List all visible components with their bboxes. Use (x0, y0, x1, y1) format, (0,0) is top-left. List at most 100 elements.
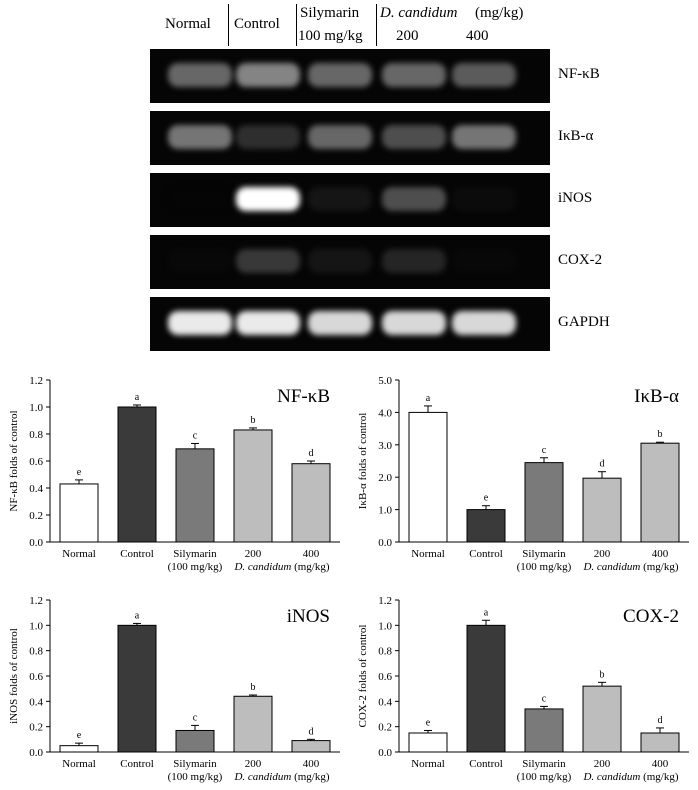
y-tick-label: 0.8 (29, 646, 43, 658)
y-tick-label: 0.0 (378, 537, 392, 549)
chart-title: IκB-α (634, 386, 679, 407)
gel-band (452, 63, 516, 87)
y-tick-label: 5.0 (378, 375, 392, 387)
gel-band (168, 63, 232, 87)
significance-letter: c (193, 712, 198, 723)
lane-divider (376, 4, 377, 46)
lane-label-normal: Normal (165, 16, 211, 32)
significance-letter: e (426, 717, 431, 728)
x-tick-label: (100 mg/kg) (517, 561, 572, 573)
chart-ikba: 0.0 1.0 2.0 3.0 4.0 5.0 IκB-α folds of control… (357, 375, 689, 573)
gel-band (382, 311, 446, 335)
y-tick-label: 0.2 (29, 722, 43, 734)
lane-label-200: 200 (396, 28, 419, 44)
x-tick-label: (100 mg/kg) (168, 771, 223, 783)
y-tick-label: 4.0 (378, 407, 392, 419)
lane-label-100: 100 mg/kg (298, 28, 363, 44)
significance-letter: e (77, 730, 82, 741)
y-tick-label: 0.0 (378, 747, 392, 759)
x-tick-label: Silymarin (173, 548, 217, 560)
y-tick-label: 2.0 (378, 472, 392, 484)
significance-letter: b (658, 429, 663, 440)
band-label: NF-κB (558, 66, 600, 82)
band-label: COX-2 (558, 252, 603, 268)
y-tick-label: 1.0 (378, 505, 392, 517)
significance-letter: d (658, 715, 663, 726)
bar (466, 509, 506, 543)
gel-band (452, 187, 516, 211)
band-label: GAPDH (558, 314, 610, 330)
significance-letter: d (309, 448, 314, 459)
x-tick-label: Silymarin (173, 758, 217, 770)
significance-letter: c (193, 430, 198, 441)
gel-band (382, 63, 446, 87)
lane-label-unit: (mg/kg) (475, 5, 524, 21)
gel-band (236, 249, 300, 273)
bar (466, 624, 506, 753)
chart-inos: 0.0 0.2 0.4 0.6 0.8 1.0 1.2 iNOS folds of contr… (8, 595, 340, 783)
gel-band (168, 187, 232, 211)
y-tick-label: 0.4 (29, 483, 43, 495)
significance-letter: e (484, 493, 489, 504)
x-tick-label: Normal (411, 758, 445, 770)
x-tick-label: 400 (303, 758, 320, 770)
bar (408, 732, 448, 753)
gel-band (308, 187, 372, 211)
group-label: D. candidum (mg/kg) (233, 561, 329, 573)
chart-nfkb: 0.0 0.2 0.4 0.6 0.8 1.0 1.2 NF-κB folds of cont… (8, 375, 340, 573)
chart-cox2: 0.0 0.2 0.4 0.6 0.8 1.0 1.2 COX-2 folds of cont… (357, 595, 689, 783)
y-tick-label: 3.0 (378, 440, 392, 452)
gel-band (168, 311, 232, 335)
significance-letter: a (135, 392, 140, 403)
gel-band (308, 249, 372, 273)
gel-band (236, 187, 300, 211)
lane-divider (228, 4, 229, 46)
gel-band (452, 311, 516, 335)
y-tick-label: 0.8 (29, 429, 43, 441)
bar (291, 463, 331, 543)
bar (175, 729, 215, 753)
bar (408, 411, 448, 543)
significance-letter: c (542, 693, 547, 704)
y-tick-label: 0.0 (29, 747, 43, 759)
x-tick-label: Silymarin (522, 758, 566, 770)
x-tick-label: Control (120, 758, 154, 770)
gel-band (308, 125, 372, 149)
x-tick-label: 400 (652, 548, 669, 560)
gel-strip (150, 49, 550, 103)
gel-strip (150, 111, 550, 165)
gel-band (452, 125, 516, 149)
gel-band (236, 311, 300, 335)
x-tick-label: Control (120, 548, 154, 560)
x-tick-label: Silymarin (522, 548, 566, 560)
y-tick-label: 0.6 (378, 671, 392, 683)
y-tick-label: 1.2 (378, 595, 392, 607)
y-axis-label: NF-κB folds of control (8, 410, 20, 511)
lane-label-400: 400 (466, 28, 489, 44)
significance-letter: a (484, 607, 489, 618)
y-axis-label: iNOS folds of control (8, 628, 20, 724)
bar (524, 462, 564, 543)
gel-band (382, 187, 446, 211)
y-tick-label: 0.6 (29, 671, 43, 683)
x-tick-label: 400 (652, 758, 669, 770)
significance-letter: c (542, 445, 547, 456)
significance-letter: d (600, 459, 605, 470)
y-tick-label: 0.8 (378, 646, 392, 658)
x-tick-label: 400 (303, 548, 320, 560)
chart-title: NF-κB (277, 386, 330, 407)
lane-label-control: Control (234, 16, 280, 32)
gel-band (382, 249, 446, 273)
significance-letter: a (135, 610, 140, 621)
group-label: D. candidum (mg/kg) (582, 561, 678, 573)
gel-strip (150, 235, 550, 289)
gel-band (382, 125, 446, 149)
lane-label-silymarin: Silymarin (300, 5, 360, 21)
chart-title: COX-2 (623, 606, 679, 627)
lane-label-dcandidum: D. candidum (380, 5, 458, 21)
y-axis-label: IκB-α folds of control (357, 413, 369, 510)
group-label: D. candidum (mg/kg) (582, 771, 678, 783)
x-tick-label: 200 (245, 548, 262, 560)
gel-strip (150, 297, 550, 351)
y-tick-label: 0.4 (29, 696, 43, 708)
